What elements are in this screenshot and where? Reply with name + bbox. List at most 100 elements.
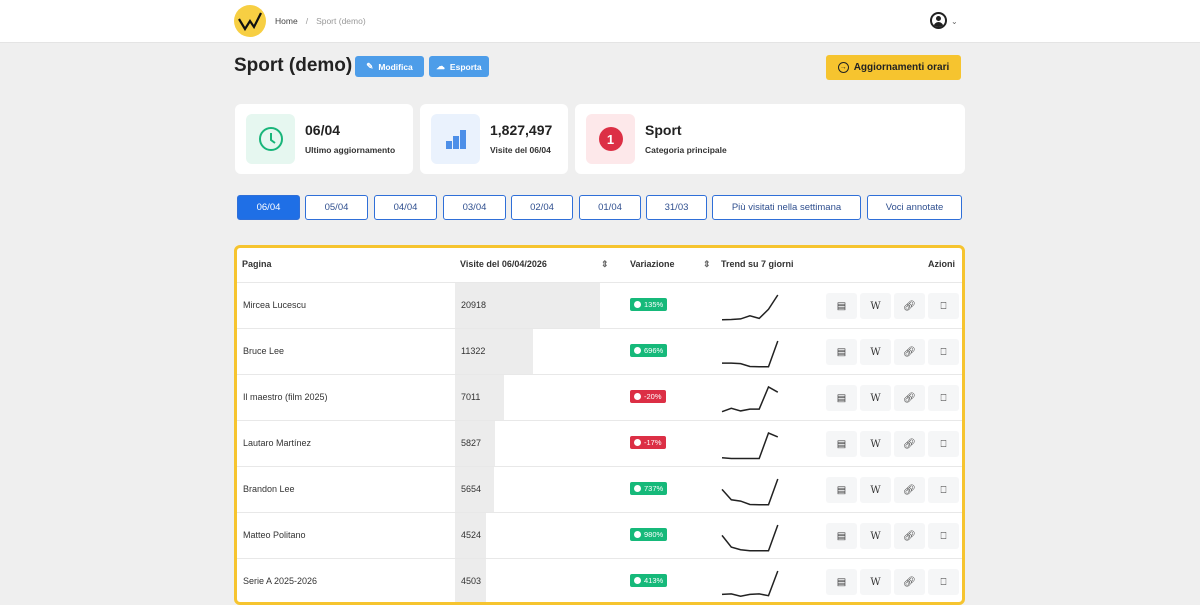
visits-value: 4524 [461,530,482,540]
trend-sparkline [721,294,779,321]
table-row: Il maestro (film 2025) 7011 -20% ▤ W 🔗︎ ⎕ [237,374,962,420]
visits-bar [455,421,496,466]
bar-chart-icon [431,114,480,164]
news-icon: ▤ [836,300,847,312]
wikipedia-icon: W [870,346,881,358]
change-badge: -17% [630,436,666,449]
page-name[interactable]: Serie A 2025-2026 [243,576,318,586]
visits-bar [455,283,600,328]
tab-3[interactable]: 03/04 [443,195,506,220]
cloud-download-icon: ☁ [436,61,445,71]
wikipedia-button[interactable]: W [860,523,891,549]
page-name[interactable]: Il maestro (film 2025) [243,392,328,402]
wikipedia-icon: W [870,392,881,404]
stat-card-visits: 1,827,497 Visite del 06/04 [420,104,568,174]
bookmark-icon: ⎕ [940,576,947,588]
news-button[interactable]: ▤ [826,569,857,595]
wikipedia-button[interactable]: W [860,569,891,595]
visits-value: 7011 [461,392,481,402]
arrow-up-icon [634,577,641,584]
bookmark-button[interactable]: ⎕ [928,477,959,503]
breadcrumb-current: Sport (demo) [316,16,366,26]
link-button[interactable]: 🔗︎ [894,523,925,549]
sort-icon[interactable]: ⇕ [703,259,711,269]
page-name[interactable]: Matteo Politano [243,530,306,540]
bookmark-button[interactable]: ⎕ [928,385,959,411]
tab-4[interactable]: 02/04 [511,195,573,220]
bookmark-icon: ⎕ [940,484,947,496]
page-name[interactable]: Lautaro Martínez [243,438,312,448]
arrow-circle-right-icon: → [837,62,849,73]
tab-1[interactable]: 05/04 [305,195,368,220]
breadcrumb-home[interactable]: Home [275,16,298,26]
news-button[interactable]: ▤ [826,385,857,411]
bookmark-icon: ⎕ [940,530,947,542]
trend-sparkline [721,570,779,597]
wikipedia-button[interactable]: W [860,293,891,319]
visits-value: 11322 [461,346,486,356]
wikipedia-icon: W [870,438,881,450]
bookmark-icon: ⎕ [940,346,947,358]
visits-value: 5827 [461,438,482,448]
col-actions: Azioni [928,259,955,269]
news-button[interactable]: ▤ [826,431,857,457]
link-button[interactable]: 🔗︎ [894,385,925,411]
col-trend: Trend su 7 giorni [721,259,794,269]
change-badge: 696% [630,344,668,357]
wikipedia-button[interactable]: W [860,477,891,503]
col-page[interactable]: Pagina [242,259,272,269]
tab-5[interactable]: 01/04 [579,195,641,220]
news-button[interactable]: ▤ [826,293,857,319]
wikipedia-button[interactable]: W [860,339,891,365]
export-button[interactable]: ☁ Esporta [429,56,489,77]
bookmark-button[interactable]: ⎕ [928,339,959,365]
bookmark-button[interactable]: ⎕ [928,523,959,549]
tab-0[interactable]: 06/04 [237,195,300,220]
tab-7[interactable]: Più visitati nella settimana [712,195,861,220]
stat-card-category: 1 Sport Categoria principale [575,104,965,174]
hourly-updates-button[interactable]: → Aggiornamenti orari [826,55,961,80]
tab-2[interactable]: 04/04 [374,195,437,220]
news-button[interactable]: ▤ [826,477,857,503]
visits-bar [455,329,534,374]
news-icon: ▤ [836,530,847,542]
trend-sparkline [722,340,779,368]
news-icon: ▤ [836,576,847,588]
arrow-down-icon [634,393,641,400]
wikipedia-button[interactable]: W [860,385,891,411]
sort-icon[interactable]: ⇕ [601,259,609,269]
link-button[interactable]: 🔗︎ [894,569,925,595]
tab-8[interactable]: Voci annotate [867,195,962,220]
wikipedia-icon: W [870,530,881,542]
link-button[interactable]: 🔗︎ [894,431,925,457]
chevron-down-icon[interactable]: ⌄ [951,17,958,26]
link-icon: 🔗︎ [903,484,916,496]
wikipedia-icon: W [870,300,881,312]
news-icon: ▤ [836,346,847,358]
page-name[interactable]: Bruce Lee [243,346,285,356]
link-button[interactable]: 🔗︎ [894,339,925,365]
wikipedia-icon: W [870,484,881,496]
bookmark-button[interactable]: ⎕ [928,431,959,457]
news-icon: ▤ [836,392,847,404]
news-button[interactable]: ▤ [826,339,857,365]
bookmark-button[interactable]: ⎕ [928,569,959,595]
link-button[interactable]: 🔗︎ [894,293,925,319]
table-row: Lautaro Martínez 5827 -17% ▤ W 🔗︎ ⎕ [237,420,962,466]
link-button[interactable]: 🔗︎ [894,477,925,503]
news-button[interactable]: ▤ [826,523,857,549]
edit-button[interactable]: ✎ Modifica [355,56,424,77]
user-avatar-icon[interactable] [930,12,947,29]
logo[interactable] [234,5,266,37]
change-badge: 413% [630,574,668,587]
page-name[interactable]: Mircea Lucescu [243,300,307,310]
page-name[interactable]: Brandon Lee [243,484,295,494]
col-change[interactable]: Variazione [630,259,675,269]
link-icon: 🔗︎ [903,392,916,404]
bookmark-button[interactable]: ⎕ [928,293,959,319]
tab-6[interactable]: 31/03 [646,195,707,220]
change-badge: -20% [630,390,666,403]
col-visits[interactable]: Visite del 06/04/2026 [460,259,547,269]
link-icon: 🔗︎ [903,576,916,588]
wikipedia-button[interactable]: W [860,431,891,457]
